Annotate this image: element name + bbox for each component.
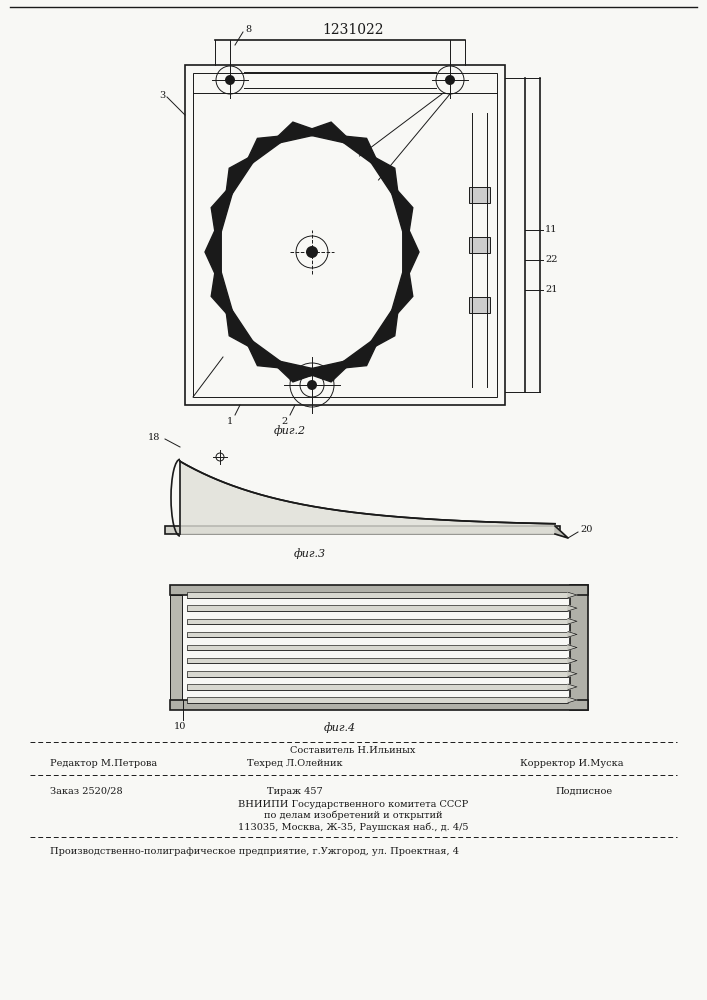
Polygon shape bbox=[363, 151, 399, 205]
Bar bbox=[187, 592, 568, 598]
Polygon shape bbox=[387, 258, 413, 325]
Polygon shape bbox=[568, 671, 577, 676]
Text: 22: 22 bbox=[545, 255, 558, 264]
Polygon shape bbox=[205, 217, 221, 287]
Text: Составитель Н.Ильиных: Составитель Н.Ильиных bbox=[291, 746, 416, 755]
Text: 2: 2 bbox=[282, 417, 288, 426]
Bar bbox=[170, 595, 182, 700]
Bar bbox=[187, 658, 568, 663]
Polygon shape bbox=[269, 122, 324, 145]
Polygon shape bbox=[568, 605, 577, 611]
Text: Производственно-полиграфическое предприятие, г.Ужгород, ул. Проектная, 4: Производственно-полиграфическое предприя… bbox=[50, 847, 459, 856]
Text: 18: 18 bbox=[148, 432, 160, 442]
Bar bbox=[193, 73, 497, 397]
Bar bbox=[187, 671, 568, 676]
Bar bbox=[187, 645, 568, 650]
Text: 8: 8 bbox=[245, 25, 251, 34]
Bar bbox=[570, 585, 588, 710]
Text: Подписное: Подписное bbox=[555, 787, 612, 796]
Bar bbox=[187, 697, 568, 703]
Polygon shape bbox=[333, 135, 382, 170]
Polygon shape bbox=[555, 526, 568, 538]
Polygon shape bbox=[180, 461, 555, 534]
Bar bbox=[185, 65, 505, 405]
Text: 10: 10 bbox=[174, 722, 186, 731]
Bar bbox=[469, 297, 490, 313]
Polygon shape bbox=[568, 645, 577, 650]
Text: 1: 1 bbox=[227, 417, 233, 426]
Polygon shape bbox=[568, 684, 577, 690]
Polygon shape bbox=[243, 135, 291, 170]
Polygon shape bbox=[269, 359, 324, 382]
Bar bbox=[165, 526, 560, 534]
Polygon shape bbox=[211, 179, 236, 246]
Polygon shape bbox=[363, 299, 399, 353]
Text: фиг.4: фиг.4 bbox=[324, 722, 356, 733]
Polygon shape bbox=[333, 334, 382, 369]
Polygon shape bbox=[224, 299, 260, 353]
Text: Редактор М.Петрова: Редактор М.Петрова bbox=[50, 759, 157, 768]
Bar bbox=[170, 585, 588, 595]
Circle shape bbox=[445, 75, 455, 85]
Bar bbox=[469, 187, 490, 203]
Polygon shape bbox=[568, 697, 577, 703]
Polygon shape bbox=[224, 151, 260, 205]
Text: фиг.3: фиг.3 bbox=[294, 548, 326, 559]
Text: ВНИИПИ Государственного комитета СССР: ВНИИПИ Государственного комитета СССР bbox=[238, 800, 468, 809]
Text: Корректор И.Муска: Корректор И.Муска bbox=[520, 759, 624, 768]
Text: Тираж 457: Тираж 457 bbox=[267, 787, 323, 796]
Polygon shape bbox=[568, 632, 577, 637]
Polygon shape bbox=[211, 258, 236, 325]
Polygon shape bbox=[568, 592, 577, 598]
Polygon shape bbox=[243, 334, 291, 369]
Polygon shape bbox=[300, 122, 356, 145]
Text: 20: 20 bbox=[580, 526, 592, 534]
Circle shape bbox=[225, 75, 235, 85]
Polygon shape bbox=[387, 179, 413, 246]
Text: Заказ 2520/28: Заказ 2520/28 bbox=[50, 787, 122, 796]
Text: Техред Л.Олейник: Техред Л.Олейник bbox=[247, 759, 343, 768]
Text: по делам изобретений и открытий: по делам изобретений и открытий bbox=[264, 811, 443, 820]
Text: 113035, Москва, Ж-35, Раушская наб., д. 4/5: 113035, Москва, Ж-35, Раушская наб., д. … bbox=[238, 822, 468, 832]
Polygon shape bbox=[568, 658, 577, 663]
Text: фиг.2: фиг.2 bbox=[274, 425, 306, 436]
Bar bbox=[469, 237, 490, 253]
Text: 1231022: 1231022 bbox=[322, 23, 384, 37]
Bar bbox=[170, 700, 588, 710]
Text: 11: 11 bbox=[545, 226, 558, 234]
Text: 21: 21 bbox=[545, 286, 558, 294]
Circle shape bbox=[306, 246, 318, 258]
Polygon shape bbox=[403, 217, 419, 287]
Circle shape bbox=[307, 380, 317, 390]
Bar bbox=[187, 684, 568, 690]
Bar bbox=[187, 605, 568, 611]
Bar bbox=[187, 632, 568, 637]
Polygon shape bbox=[300, 359, 356, 382]
Text: 3: 3 bbox=[159, 91, 165, 100]
Bar bbox=[187, 618, 568, 624]
Polygon shape bbox=[568, 618, 577, 624]
